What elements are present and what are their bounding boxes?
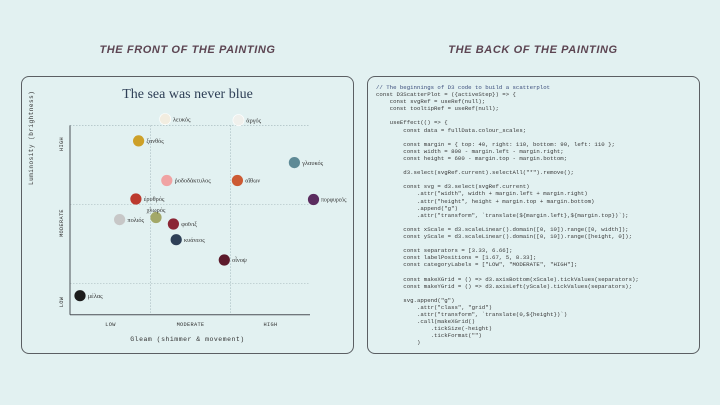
svg-text:ῥοδοδάκτυλος: ῥοδοδάκτυλος bbox=[175, 178, 212, 185]
svg-text:πολιός: πολιός bbox=[127, 217, 144, 224]
svg-text:πορφυρεός: πορφυρεός bbox=[321, 198, 347, 204]
svg-text:οἶνοψ: οἶνοψ bbox=[232, 256, 247, 264]
svg-text:φοῖνιξ: φοῖνιξ bbox=[181, 221, 197, 228]
svg-text:ἐρυθρός: ἐρυθρός bbox=[144, 196, 165, 203]
svg-text:ἀργός: ἀργός bbox=[246, 117, 261, 124]
svg-text:γλαυκός: γλαυκός bbox=[301, 160, 323, 167]
svg-text:μέλας: μέλας bbox=[88, 293, 103, 300]
svg-text:αἴθων: αἴθων bbox=[245, 178, 260, 185]
svg-text:MODERATE: MODERATE bbox=[59, 209, 65, 237]
svg-text:HIGH: HIGH bbox=[59, 137, 65, 151]
svg-text:λευκός: λευκός bbox=[173, 116, 191, 123]
svg-text:ξανθός: ξανθός bbox=[146, 138, 164, 145]
svg-text:LOW: LOW bbox=[105, 322, 116, 328]
svg-text:MODERATE: MODERATE bbox=[177, 322, 205, 328]
svg-text:χλωρός: χλωρός bbox=[147, 207, 166, 214]
svg-text:LOW: LOW bbox=[59, 296, 65, 307]
svg-text:HIGH: HIGH bbox=[264, 322, 278, 328]
svg-text:κυάνεος: κυάνεος bbox=[184, 237, 205, 244]
